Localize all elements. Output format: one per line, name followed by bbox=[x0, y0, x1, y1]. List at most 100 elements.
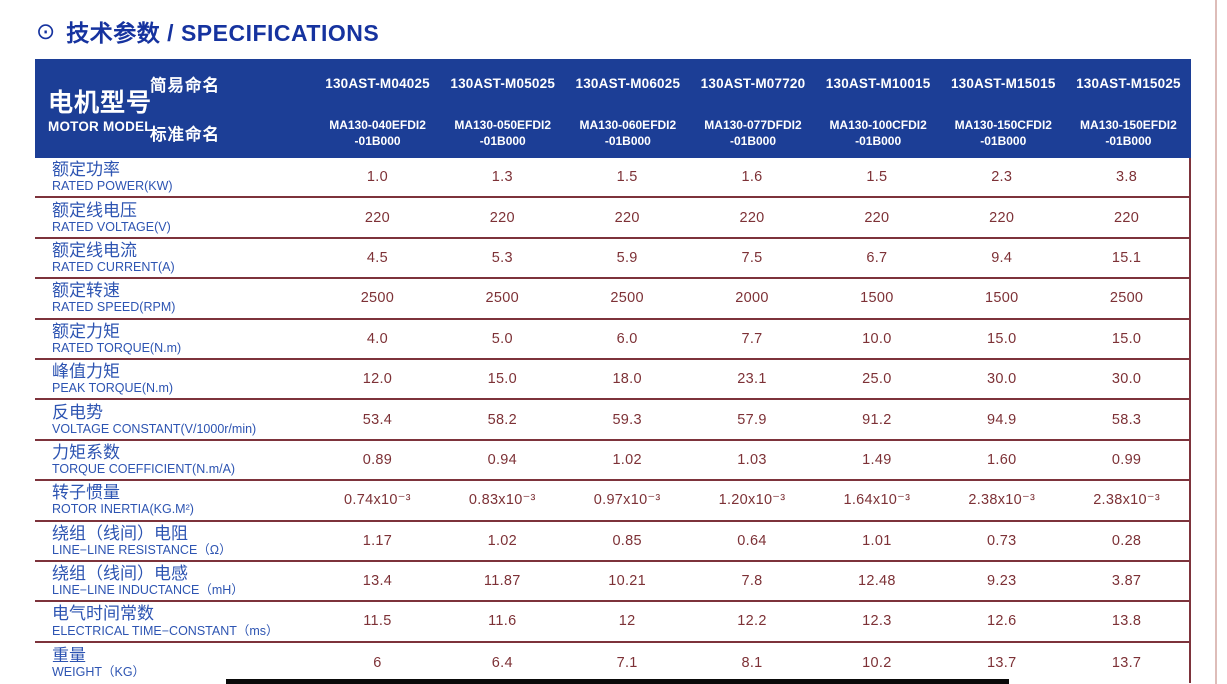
spec-value: 1.0 bbox=[366, 169, 388, 186]
row-label-en: VOLTAGE CONSTANT(V/1000r/min) bbox=[52, 421, 257, 436]
model-standard-line2: -01B000 bbox=[1105, 134, 1152, 149]
spec-value: 0.64 bbox=[737, 532, 767, 549]
spec-value: 2500 bbox=[610, 290, 644, 307]
simple-name-label: 简易命名 bbox=[150, 76, 220, 95]
spec-value: 0.73 bbox=[987, 532, 1017, 549]
row-label: 额定转速 RATED SPEED(RPM) bbox=[35, 279, 315, 317]
table-row: 额定线电压 RATED VOLTAGE(V) 220 220 220 220 220 220 2… bbox=[35, 198, 1189, 239]
spec-value: 13.4 bbox=[362, 573, 393, 590]
table-row: 电气时间常数 ELECTRICAL TIME−CONSTANT（ms） 11.5 11… bbox=[35, 602, 1189, 643]
spec-value: 13.8 bbox=[1111, 613, 1142, 630]
model-columns: 130AST-M04025 MA130-040EFDI2 -01B000 130AST… bbox=[315, 59, 1191, 158]
row-label: 额定线电压 RATED VOLTAGE(V) bbox=[35, 198, 315, 236]
naming-labels-cell: 简易命名 标准命名 bbox=[150, 59, 315, 158]
spec-value: 1.01 bbox=[862, 532, 892, 549]
spec-value: 220 bbox=[989, 209, 1015, 226]
spec-value: 6.0 bbox=[616, 330, 638, 347]
model-column-header: 130AST-M04025 MA130-040EFDI2 -01B000 bbox=[315, 59, 440, 158]
spec-value: 10.21 bbox=[608, 573, 647, 590]
spec-value: 1.64x10⁻³ bbox=[843, 492, 911, 509]
motor-model-header-cell: 电机型号 MOTOR MODEL bbox=[35, 59, 153, 158]
spec-value: 30.0 bbox=[1111, 371, 1142, 388]
spec-value: 0.89 bbox=[362, 451, 393, 468]
row-label-cn: 力矩系数 bbox=[52, 442, 120, 462]
motor-model-label-en: MOTOR MODEL bbox=[48, 119, 153, 134]
spec-value: 1.5 bbox=[866, 169, 888, 186]
circled-dot-icon: ⊙ bbox=[36, 17, 56, 44]
spec-value: 1.03 bbox=[737, 451, 767, 468]
row-label-cn: 额定线电压 bbox=[52, 200, 137, 220]
model-standard-name: MA130-050EFDI2 -01B000 bbox=[440, 109, 565, 159]
model-simple-name: 130AST-M15015 bbox=[950, 76, 1056, 92]
model-standard-name: MA130-040EFDI2 -01B000 bbox=[315, 109, 440, 159]
page-edge-line bbox=[1215, 0, 1217, 684]
table-row: 额定转速 RATED SPEED(RPM) 2500 2500 2500 2000 1500… bbox=[35, 279, 1189, 320]
spec-value: 57.9 bbox=[737, 411, 767, 428]
model-column-header: 130AST-M06025 MA130-060EFDI2 -01B000 bbox=[565, 59, 690, 158]
row-label-cn: 绕组（线间）电阻 bbox=[52, 523, 188, 543]
spec-value: 12.0 bbox=[362, 371, 393, 388]
row-label-en: PEAK TORQUE(N.m) bbox=[52, 381, 174, 396]
model-standard-line2: -01B000 bbox=[604, 134, 651, 149]
spec-value: 0.28 bbox=[1111, 532, 1142, 549]
spec-value: 13.7 bbox=[987, 654, 1017, 671]
spec-value: 9.23 bbox=[987, 573, 1017, 590]
table-row: 转子惯量 ROTOR INERTIA(KG.M²) 0.74x10⁻³ 0.83x10… bbox=[35, 481, 1189, 522]
model-column-header: 130AST-M07720 MA130-077DFDI2 -01B000 bbox=[690, 59, 815, 158]
spec-value: 6.7 bbox=[866, 249, 888, 266]
model-column-header: 130AST-M15015 MA130-150CFDI2 -01B000 bbox=[941, 59, 1066, 158]
spec-value: 5.0 bbox=[491, 330, 513, 347]
model-standard-line2: -01B000 bbox=[354, 134, 401, 149]
row-label-en: RATED CURRENT(A) bbox=[52, 259, 175, 274]
spec-value: 0.97x10⁻³ bbox=[593, 492, 661, 509]
row-label: 额定力矩 RATED TORQUE(N.m) bbox=[35, 320, 315, 358]
spec-value: 53.4 bbox=[362, 411, 393, 428]
spec-value: 1.49 bbox=[862, 451, 892, 468]
spec-value: 15.0 bbox=[487, 371, 517, 388]
model-simple-name: 130AST-M10015 bbox=[825, 76, 931, 92]
spec-value: 4.0 bbox=[366, 330, 388, 347]
spec-value: 5.3 bbox=[491, 249, 513, 266]
row-label-cn: 反电势 bbox=[52, 402, 103, 422]
spec-value: 220 bbox=[864, 209, 890, 226]
row-label: 重量 WEIGHT（KG） bbox=[35, 643, 315, 683]
row-label-en: WEIGHT（KG） bbox=[52, 664, 146, 679]
spec-value: 1.20x10⁻³ bbox=[718, 492, 786, 509]
spec-value: 12.2 bbox=[737, 613, 767, 630]
spec-value: 8.1 bbox=[741, 654, 763, 671]
spec-value: 1.60 bbox=[987, 451, 1017, 468]
page-title: ⊙ 技术参数 / SPECIFICATIONS bbox=[36, 14, 379, 48]
spec-value: 2500 bbox=[485, 290, 520, 307]
row-label-en: RATED POWER(KW) bbox=[52, 179, 173, 194]
spec-value: 220 bbox=[739, 209, 765, 226]
row-label-en: LINE−LINE RESISTANCE（Ω） bbox=[52, 542, 232, 557]
spec-value: 7.1 bbox=[616, 654, 638, 671]
model-standard-line1: MA130-077DFDI2 bbox=[704, 118, 802, 133]
row-label: 额定线电流 RATED CURRENT(A) bbox=[35, 239, 315, 277]
spec-value: 15.0 bbox=[1111, 330, 1142, 347]
spec-value: 30.0 bbox=[987, 371, 1017, 388]
spec-value: 59.3 bbox=[612, 411, 642, 428]
spec-value: 0.83x10⁻³ bbox=[468, 492, 536, 509]
table-row: 峰值力矩 PEAK TORQUE(N.m) 12.0 15.0 18.0 23.1 25.0… bbox=[35, 360, 1189, 401]
row-label: 转子惯量 ROTOR INERTIA(KG.M²) bbox=[35, 481, 315, 519]
row-label: 绕组（线间）电感 LINE−LINE INDUCTANCE（mH） bbox=[35, 562, 315, 600]
row-label-cn: 绕组（线间）电感 bbox=[52, 564, 188, 584]
spec-value: 2500 bbox=[1109, 290, 1144, 307]
model-standard-line1: MA130-040EFDI2 bbox=[329, 118, 426, 133]
model-standard-line1: MA130-150CFDI2 bbox=[954, 118, 1052, 133]
spec-value: 12.3 bbox=[862, 613, 892, 630]
table-header: 电机型号 MOTOR MODEL 简易命名 标准命名 130AST-M04025… bbox=[35, 59, 1191, 158]
spec-value: 220 bbox=[614, 209, 640, 226]
model-standard-name: MA130-150CFDI2 -01B000 bbox=[941, 109, 1066, 159]
spec-value: 1.02 bbox=[612, 451, 642, 468]
spec-value: 0.99 bbox=[1111, 451, 1142, 468]
spec-value: 7.7 bbox=[741, 330, 763, 347]
row-label-en: RATED VOLTAGE(V) bbox=[52, 219, 171, 234]
row-label: 峰值力矩 PEAK TORQUE(N.m) bbox=[35, 360, 315, 398]
spec-value: 9.4 bbox=[991, 249, 1013, 266]
spec-value: 1500 bbox=[860, 290, 894, 307]
model-column-header: 130AST-M05025 MA130-050EFDI2 -01B000 bbox=[440, 59, 565, 158]
table-row: 额定线电流 RATED CURRENT(A) 4.5 5.3 5.9 7.5 6.7 9.4 1… bbox=[35, 239, 1189, 280]
row-label-en: RATED TORQUE(N.m) bbox=[52, 340, 182, 355]
